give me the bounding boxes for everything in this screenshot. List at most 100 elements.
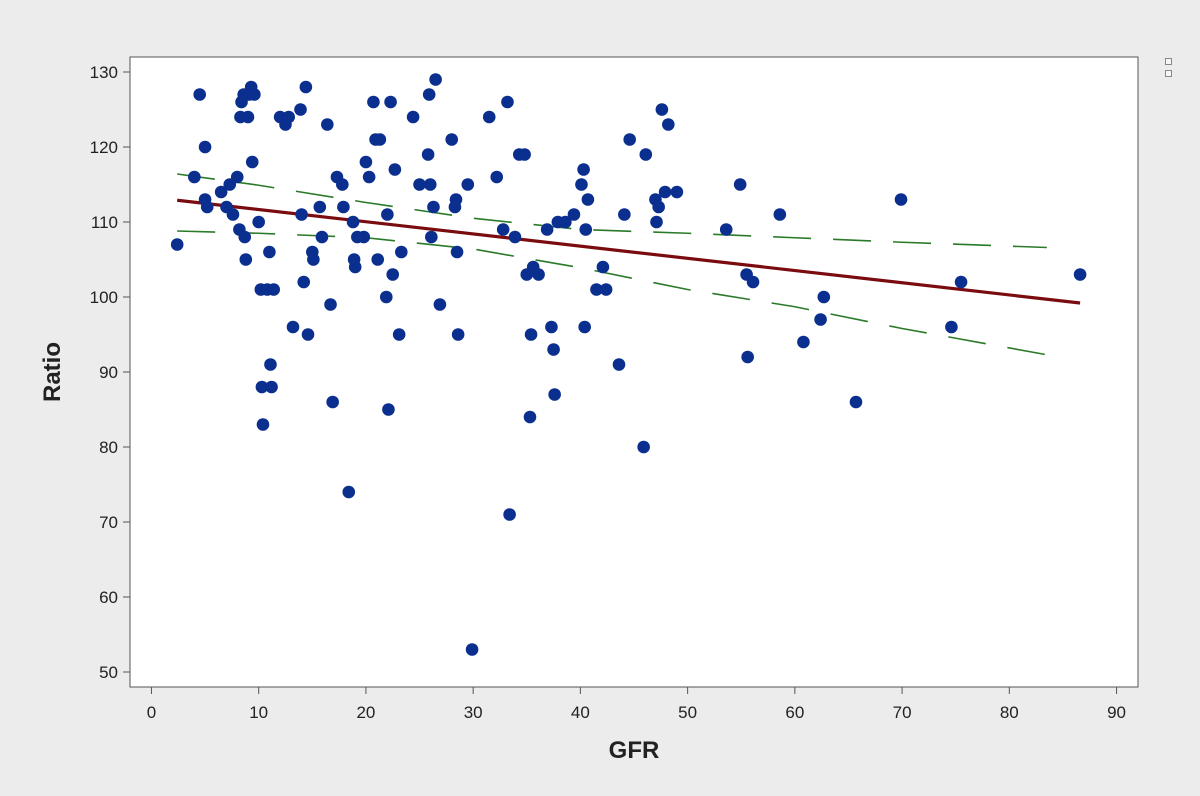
data-point: [797, 335, 810, 349]
data-point: [422, 88, 436, 101]
data-point: [301, 328, 315, 341]
data-point: [655, 103, 669, 116]
x-tick-label: 70: [893, 703, 912, 722]
data-point: [379, 290, 393, 304]
data-point: [652, 200, 665, 214]
data-point: [817, 290, 831, 304]
x-axis-title: GFR: [609, 737, 660, 764]
data-point: [170, 238, 184, 251]
data-point: [894, 193, 908, 206]
data-point: [1073, 268, 1087, 281]
data-point: [326, 395, 339, 409]
data-point: [226, 208, 240, 221]
data-point: [577, 163, 590, 176]
data-point: [315, 230, 329, 244]
x-tick-label: 50: [678, 703, 697, 722]
data-point: [433, 298, 447, 311]
x-tick-label: 20: [356, 703, 375, 722]
plot-area: [129, 56, 1139, 688]
data-point: [445, 133, 459, 146]
data-point: [294, 103, 307, 116]
data-point: [263, 245, 276, 259]
regression-line: [177, 198, 1081, 305]
data-point: [359, 155, 373, 169]
data-point: [540, 223, 554, 236]
y-tick-label: 50: [99, 663, 118, 682]
x-tick-label: 90: [1107, 703, 1126, 722]
data-point: [449, 193, 463, 206]
data-point: [945, 320, 958, 334]
data-point: [230, 170, 244, 184]
data-point: [248, 88, 261, 101]
data-point: [371, 253, 385, 266]
x-tick-label: 10: [249, 703, 268, 722]
data-point: [413, 178, 426, 191]
data-point: [670, 185, 684, 199]
data-point: [662, 118, 675, 131]
x-tick-label: 0: [147, 703, 156, 722]
data-point: [384, 95, 397, 109]
window-restore-icon[interactable]: [1165, 58, 1175, 82]
data-point: [773, 208, 787, 221]
data-point: [490, 170, 504, 184]
data-point: [198, 140, 212, 154]
data-point: [193, 88, 207, 101]
data-point: [461, 178, 475, 191]
data-point: [388, 163, 402, 176]
data-point: [547, 343, 560, 356]
data-point: [623, 133, 637, 146]
data-point: [450, 245, 464, 259]
data-point: [245, 155, 259, 169]
data-point: [741, 350, 754, 364]
data-point: [406, 110, 420, 124]
x-axis-ticks: 0 10 20 30 40 50 60 70 80 90: [147, 687, 1126, 722]
data-point: [596, 260, 610, 274]
data-point: [313, 200, 327, 214]
data-point: [746, 275, 760, 289]
data-point: [639, 148, 653, 161]
data-point: [599, 283, 613, 296]
data-point: [297, 275, 311, 289]
data-point: [423, 178, 437, 191]
data-point: [348, 260, 362, 274]
data-point: [548, 388, 561, 401]
data-point: [239, 253, 253, 266]
data-point: [501, 95, 514, 109]
y-tick-label: 110: [91, 213, 118, 232]
data-point: [637, 440, 650, 454]
data-point: [524, 328, 538, 341]
x-tick-label: 60: [785, 703, 804, 722]
data-point: [523, 410, 537, 424]
data-point: [395, 245, 408, 259]
data-point: [559, 215, 572, 229]
data-point: [188, 170, 201, 184]
confidence-band-lower: [177, 230, 1047, 356]
data-point: [238, 230, 252, 244]
y-tick-label: 70: [99, 513, 118, 532]
x-tick-label: 30: [464, 703, 483, 722]
data-point: [567, 208, 581, 221]
data-point: [814, 313, 827, 326]
confidence-band-lines: [177, 173, 1047, 356]
data-point: [545, 320, 558, 334]
data-point: [381, 208, 394, 221]
data-point: [255, 380, 269, 394]
data-point: [733, 178, 747, 191]
data-point: [357, 230, 371, 244]
data-point: [425, 230, 438, 244]
data-point: [373, 133, 387, 146]
data-point: [612, 358, 626, 371]
data-point: [575, 178, 588, 191]
y-tick-label: 130: [90, 63, 118, 82]
data-point: [256, 418, 270, 431]
data-point: [267, 283, 280, 296]
data-point: [264, 358, 277, 371]
data-point: [241, 110, 255, 124]
data-point: [386, 268, 400, 281]
data-point: [954, 275, 968, 289]
x-tick-label: 80: [1000, 703, 1019, 722]
data-point: [496, 223, 510, 236]
x-tick-label: 40: [571, 703, 590, 722]
data-point: [252, 215, 265, 229]
